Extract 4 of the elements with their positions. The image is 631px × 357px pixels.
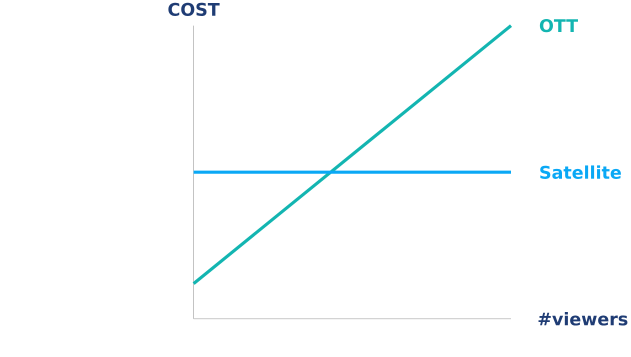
series-label: Satellite bbox=[540, 165, 621, 179]
series-label: OTT bbox=[540, 19, 578, 32]
y-axis-title: COST bbox=[168, 2, 220, 16]
x-axis-title: #viewers bbox=[538, 312, 628, 326]
